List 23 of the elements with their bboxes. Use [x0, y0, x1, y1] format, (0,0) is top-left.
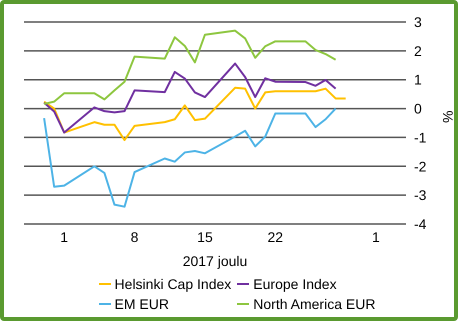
x-tick-label: 8	[130, 228, 139, 245]
legend-label: EM EUR	[114, 296, 169, 312]
y-tick-label: -4	[414, 216, 427, 232]
y-tick-label: 0	[414, 100, 422, 117]
y-tick-label: -1	[414, 129, 427, 146]
y-tick-label: -2	[414, 158, 427, 174]
x-tick-label: 1	[372, 228, 380, 245]
line-series	[43, 30, 337, 105]
x-tick-label: 22	[268, 228, 284, 245]
line-series	[43, 86, 347, 142]
legend-label: Helsinki Cap Index	[114, 276, 232, 292]
x-tick-label: 1	[60, 228, 68, 245]
y-tick-label: -3	[414, 187, 427, 204]
legend-label: Europe Index	[253, 276, 337, 292]
legend-label: North America EUR	[253, 296, 376, 312]
y-tick-label: 3	[414, 14, 422, 30]
x-tick-label: 15	[197, 228, 213, 245]
line-series	[43, 62, 337, 134]
x-axis-title: 2017 joulu	[182, 253, 248, 269]
line-series	[43, 108, 337, 208]
y-tick-label: 1	[414, 72, 422, 88]
y-axis-title: %	[440, 110, 456, 123]
y-tick-label: 2	[414, 42, 422, 59]
